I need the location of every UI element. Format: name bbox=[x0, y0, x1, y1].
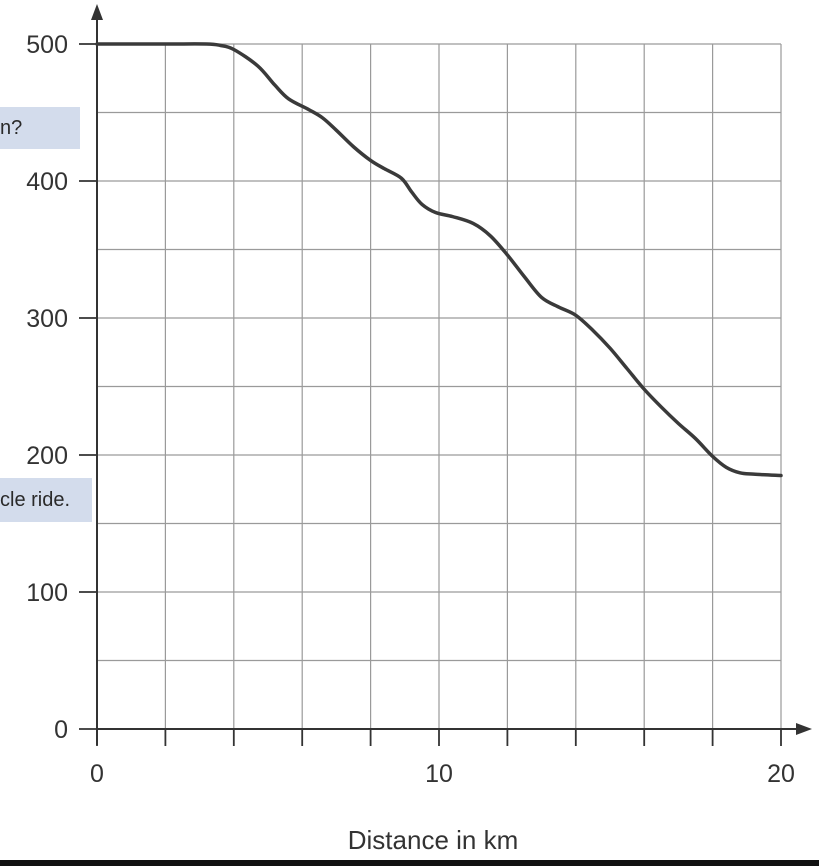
callout-question: n? bbox=[0, 107, 80, 149]
y-axis-arrow-icon bbox=[91, 4, 103, 20]
axis-ticks bbox=[79, 43, 782, 746]
callout-question-text: n? bbox=[0, 116, 23, 139]
x-tick-label: 20 bbox=[767, 760, 795, 788]
series-group bbox=[95, 42, 783, 478]
bottom-divider bbox=[0, 860, 819, 866]
y-tick-label: 400 bbox=[26, 168, 68, 196]
callout-caption-text: cle ride. bbox=[0, 488, 71, 511]
y-tick-label: 200 bbox=[26, 442, 68, 470]
y-tick-label: 500 bbox=[26, 31, 68, 59]
y-tick-label: 0 bbox=[54, 716, 68, 744]
grid-lines bbox=[96, 43, 782, 730]
y-tick-label: 300 bbox=[26, 305, 68, 333]
axes bbox=[91, 4, 812, 745]
series-line bbox=[95, 42, 783, 478]
y-tick-label: 100 bbox=[26, 579, 68, 607]
x-tick-label: 0 bbox=[90, 760, 104, 788]
callout-caption: cle ride. bbox=[0, 478, 92, 522]
x-tick-label: 10 bbox=[425, 760, 453, 788]
x-axis-title: Distance in km bbox=[348, 825, 519, 855]
x-axis-arrow-icon bbox=[796, 723, 812, 735]
